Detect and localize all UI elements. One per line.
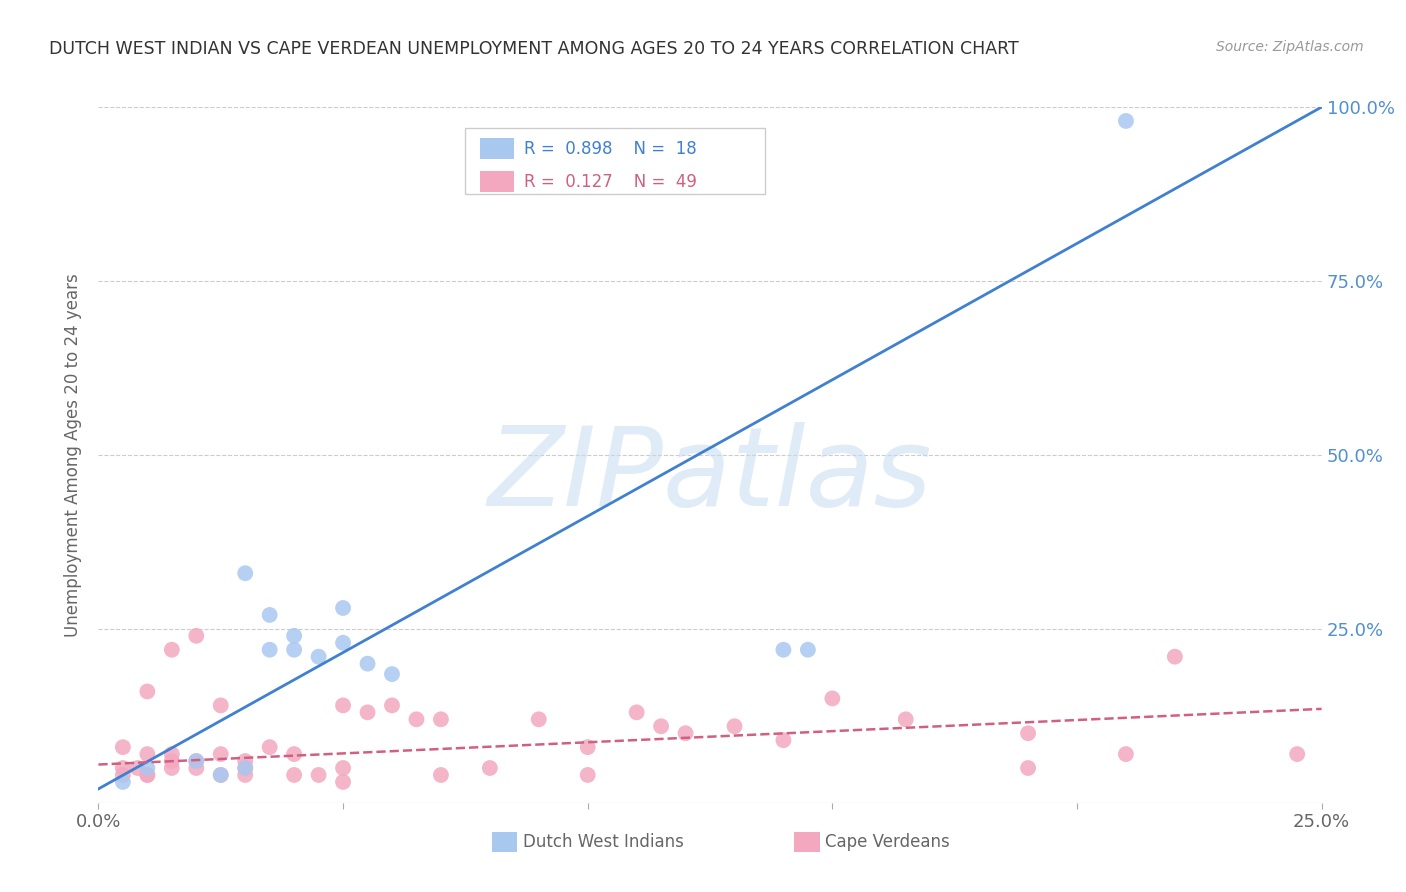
Y-axis label: Unemployment Among Ages 20 to 24 years: Unemployment Among Ages 20 to 24 years bbox=[65, 273, 83, 637]
Text: R =  0.127    N =  49: R = 0.127 N = 49 bbox=[524, 172, 697, 191]
Point bbox=[1017, 761, 1039, 775]
Point bbox=[186, 754, 208, 768]
Text: Cape Verdeans: Cape Verdeans bbox=[825, 833, 950, 851]
Point bbox=[259, 740, 281, 755]
Point bbox=[233, 761, 256, 775]
Point bbox=[1115, 114, 1137, 128]
Point bbox=[136, 684, 159, 698]
Point bbox=[136, 768, 159, 782]
Point bbox=[233, 754, 256, 768]
Text: Dutch West Indians: Dutch West Indians bbox=[523, 833, 683, 851]
Point bbox=[821, 691, 844, 706]
Point bbox=[576, 768, 599, 782]
Point bbox=[160, 747, 183, 761]
Point bbox=[136, 747, 159, 761]
Point bbox=[283, 629, 305, 643]
Point bbox=[405, 712, 427, 726]
Point bbox=[797, 642, 820, 657]
Point bbox=[209, 698, 232, 713]
Point bbox=[111, 775, 134, 789]
Point bbox=[332, 636, 354, 650]
Point bbox=[1164, 649, 1187, 664]
Point bbox=[233, 761, 256, 775]
Point bbox=[772, 733, 794, 747]
Point bbox=[1115, 747, 1137, 761]
Point bbox=[160, 642, 183, 657]
Point bbox=[186, 629, 208, 643]
Point bbox=[430, 768, 453, 782]
Point bbox=[186, 754, 208, 768]
Point bbox=[332, 775, 354, 789]
Text: DUTCH WEST INDIAN VS CAPE VERDEAN UNEMPLOYMENT AMONG AGES 20 TO 24 YEARS CORRELA: DUTCH WEST INDIAN VS CAPE VERDEAN UNEMPL… bbox=[49, 40, 1019, 58]
Point bbox=[894, 712, 917, 726]
Point bbox=[772, 642, 794, 657]
Point bbox=[308, 768, 330, 782]
Point bbox=[259, 607, 281, 622]
Point bbox=[527, 712, 550, 726]
Point bbox=[332, 698, 354, 713]
Point bbox=[1017, 726, 1039, 740]
Point bbox=[626, 706, 648, 720]
Point bbox=[136, 768, 159, 782]
Point bbox=[209, 747, 232, 761]
Point bbox=[283, 642, 305, 657]
Bar bbox=[479, 138, 515, 159]
Point bbox=[308, 649, 330, 664]
Point bbox=[675, 726, 697, 740]
Text: R =  0.898    N =  18: R = 0.898 N = 18 bbox=[524, 139, 697, 158]
Bar bbox=[479, 171, 515, 192]
Text: Source: ZipAtlas.com: Source: ZipAtlas.com bbox=[1216, 40, 1364, 54]
Point bbox=[430, 712, 453, 726]
Point bbox=[332, 761, 354, 775]
Point bbox=[160, 761, 183, 775]
Point bbox=[111, 768, 134, 782]
Point bbox=[259, 642, 281, 657]
Text: ZIPatlas: ZIPatlas bbox=[488, 422, 932, 529]
Point bbox=[478, 761, 501, 775]
Point bbox=[283, 747, 305, 761]
Point bbox=[723, 719, 745, 733]
Point bbox=[332, 601, 354, 615]
Point bbox=[111, 740, 134, 755]
Point bbox=[576, 740, 599, 755]
Point bbox=[283, 768, 305, 782]
Point bbox=[381, 667, 404, 681]
Point bbox=[356, 657, 378, 671]
Point bbox=[209, 768, 232, 782]
Point bbox=[136, 761, 159, 775]
Point bbox=[1286, 747, 1309, 761]
Point bbox=[127, 761, 149, 775]
Point bbox=[650, 719, 672, 733]
Point bbox=[209, 768, 232, 782]
Point bbox=[233, 566, 256, 581]
Point bbox=[111, 761, 134, 775]
Point bbox=[160, 754, 183, 768]
Point bbox=[233, 768, 256, 782]
Point bbox=[381, 698, 404, 713]
FancyBboxPatch shape bbox=[465, 128, 765, 194]
Point bbox=[356, 706, 378, 720]
Point bbox=[186, 761, 208, 775]
